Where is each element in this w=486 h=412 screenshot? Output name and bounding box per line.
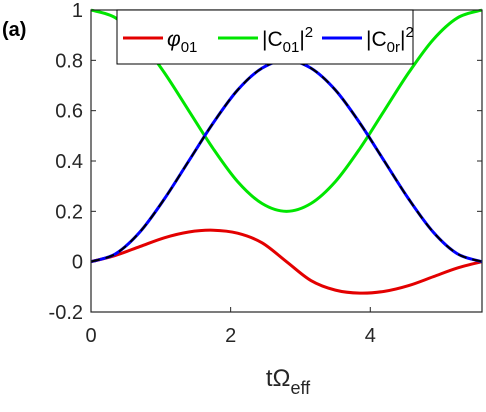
- legend-label: |C01|2: [262, 24, 313, 56]
- y-tick-label: 0.8: [55, 50, 83, 72]
- legend: φ01 |C01|2 |C0r|2: [116, 9, 414, 65]
- panel-label: (a): [2, 19, 26, 41]
- x-tick-label: 2: [225, 325, 236, 347]
- x-axis-label: tΩeff: [266, 365, 311, 398]
- y-tick-label: 0.2: [55, 201, 83, 223]
- y-tick-label: 0.4: [55, 151, 83, 173]
- series-c0r-line: [90, 58, 483, 264]
- x-tick-label: 0: [85, 325, 96, 347]
- series-dashed-line: [90, 59, 483, 263]
- y-tick-label: 1: [72, 0, 83, 22]
- x-tick-label: 4: [365, 325, 376, 347]
- axes: -0.200.20.40.60.810 2 4: [49, 0, 482, 347]
- y-tick-label: -0.2: [49, 302, 83, 324]
- y-tick-label: 0.6: [55, 101, 83, 123]
- series-phi01-line: [90, 228, 483, 295]
- y-tick-label: 0: [72, 252, 83, 274]
- legend-box: [116, 9, 414, 65]
- legend-entry-c01: |C01|2: [218, 24, 313, 56]
- legend-entry-phi01: φ01: [123, 28, 197, 56]
- legend-entry-c0r: |C0r|2: [322, 24, 414, 56]
- legend-label: |C0r|2: [366, 24, 414, 56]
- legend-label: φ01: [167, 28, 197, 56]
